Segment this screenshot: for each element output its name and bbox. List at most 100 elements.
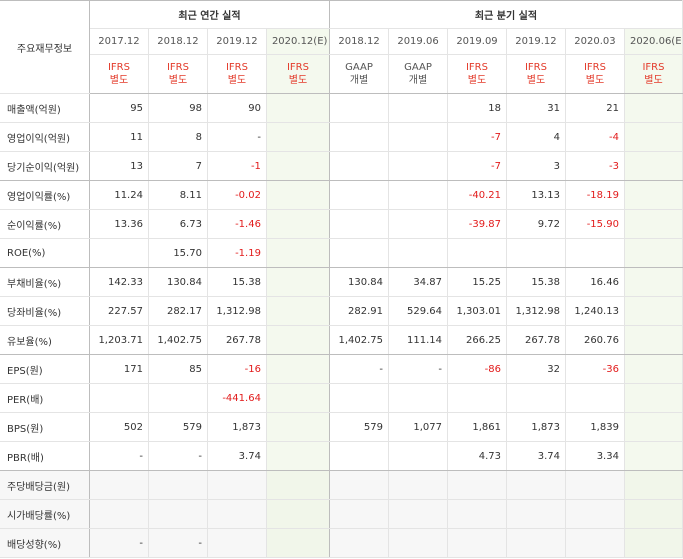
accounting-standard-header: IFRS 별도 [266,54,331,94]
table-cell [565,528,625,558]
table-cell [266,383,331,413]
table-cell: -1.46 [207,209,267,239]
period-header: 2020.03 [565,28,625,55]
table-row: 시가배당률(%) [0,499,683,529]
table-row: PER(배) -441.64 [0,383,683,413]
table-cell: 15.70 [148,238,208,268]
table-cell: 171 [89,354,149,384]
row-label: 당좌비율(%) [0,296,90,326]
table-cell [624,267,683,297]
table-cell [266,412,331,442]
table-cell: 9.72 [506,209,566,239]
table-cell [388,93,448,123]
statement-type: 개별 [349,75,369,86]
table-cell: 1,839 [565,412,625,442]
statement-type: 별도 [288,75,308,86]
table-cell [329,499,390,529]
table-cell [447,470,507,500]
row-label: 영업이익률(%) [0,180,90,210]
accounting-standard-header: IFRS 별도 [624,54,683,94]
table-cell: 16.46 [565,267,625,297]
table-cell [447,383,507,413]
accounting-standard: IFRS [286,62,309,73]
table-cell [624,238,683,268]
row-label: 유보율(%) [0,325,90,355]
table-cell: 1,873 [207,412,267,442]
table-cell: - [207,122,267,152]
table-cell: 3.74 [207,441,267,471]
table-row: 매출액(억원) 95 98 90 18 31 21 [0,93,683,123]
table-cell: 3 [506,151,566,181]
table-row: BPS(원) 502 579 1,873 579 1,077 1,861 1,873 1,839 [0,412,683,442]
table-cell [266,441,331,471]
row-label: PBR(배) [0,441,90,471]
table-cell [266,354,331,384]
accounting-standard-header: GAAP 개별 [329,54,390,94]
statement-type: 개별 [408,75,428,86]
table-cell [388,151,448,181]
row-label: ROE(%) [0,238,90,268]
table-cell [565,238,625,268]
table-cell [329,151,390,181]
row-label: BPS(원) [0,412,90,442]
period-header: 2019.12 [207,28,267,55]
table-cell: -3 [565,151,625,181]
table-cell [207,499,267,529]
table-cell: 4.73 [447,441,507,471]
table-cell: 1,312.98 [506,296,566,326]
statement-type: 별도 [467,75,487,86]
table-cell [148,499,208,529]
table-cell: - [329,354,390,384]
table-cell [624,209,683,239]
table-cell: 3.34 [565,441,625,471]
table-cell: -40.21 [447,180,507,210]
table-cell [506,238,566,268]
table-cell [506,528,566,558]
table-cell [266,296,331,326]
table-cell: 130.84 [148,267,208,297]
table-cell: 11.24 [89,180,149,210]
period-header: 2019.06 [388,28,448,55]
table-cell: 8 [148,122,208,152]
table-cell: -18.19 [565,180,625,210]
table-cell: 130.84 [329,267,390,297]
table-cell [624,441,683,471]
period-header: 2019.09 [447,28,507,55]
table-cell [388,180,448,210]
table-cell [329,383,390,413]
table-cell [624,151,683,181]
table-cell: -1.19 [207,238,267,268]
table-cell [624,325,683,355]
table-cell [89,238,149,268]
table-cell [447,499,507,529]
table-cell [329,93,390,123]
accounting-standard-header: IFRS 별도 [89,54,149,94]
table-cell: 1,402.75 [148,325,208,355]
table-cell: 579 [329,412,390,442]
table-cell [565,383,625,413]
table-row: 유보율(%) 1,203.71 1,402.75 267.78 1,402.75 111.… [0,325,683,355]
table-cell: 282.17 [148,296,208,326]
row-label: 영업이익(억원) [0,122,90,152]
table-cell [266,209,331,239]
table-cell [388,528,448,558]
table-cell [388,209,448,239]
table-row: PBR(배) - -3.74 4.73 3.74 3.34 [0,441,683,471]
table-cell [388,122,448,152]
period-header: 2019.12 [506,28,566,55]
table-cell [148,383,208,413]
table-cell [624,383,683,413]
table-cell: -86 [447,354,507,384]
accounting-standard: IFRS [465,62,488,73]
table-cell: 227.57 [89,296,149,326]
table-cell [329,122,390,152]
table-cell: - [148,441,208,471]
table-cell: 266.25 [447,325,507,355]
table-cell [329,238,390,268]
table-row: 영업이익(억원) 11 8- -7 4 -4 [0,122,683,152]
table-cell: 1,402.75 [329,325,390,355]
table-cell: 260.76 [565,325,625,355]
table-cell [388,499,448,529]
row-label: 배당성향(%) [0,528,90,558]
